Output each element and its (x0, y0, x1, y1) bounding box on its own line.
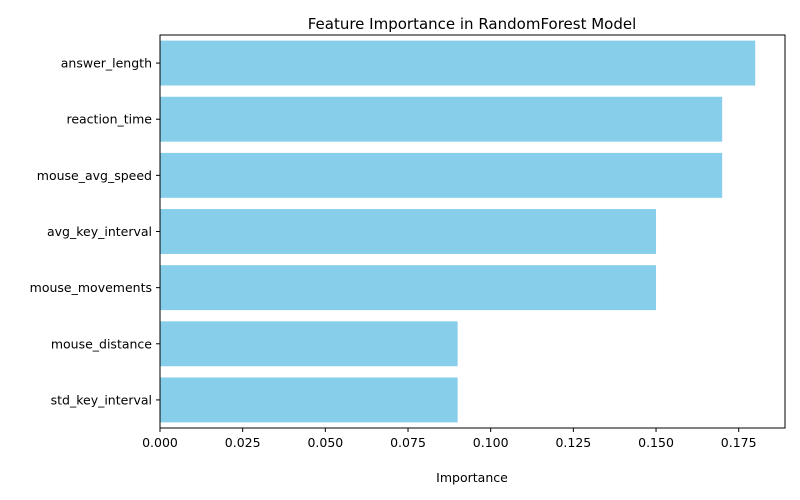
x-tick-label: 0.175 (721, 435, 757, 450)
bar-mouse-movements (160, 265, 657, 311)
y-tick-label-mouse-avg-speed: mouse_avg_speed (37, 168, 152, 183)
x-tick-label: 0.125 (555, 435, 591, 450)
y-tick-label-mouse-distance: mouse_distance (51, 336, 152, 351)
x-axis-ticks: 0.000 0.025 0.050 0.075 0.100 0.125 0.150 0.175 (142, 428, 757, 450)
x-axis-label: Importance (436, 470, 508, 485)
x-tick-label: 0.050 (307, 435, 343, 450)
y-tick-label-mouse-movements: mouse_movements (30, 280, 152, 295)
x-tick-label: 0.150 (638, 435, 674, 450)
chart-title: Feature Importance in RandomForest Model (308, 15, 637, 33)
x-tick-label: 0.100 (473, 435, 509, 450)
bar-answer-length (160, 40, 756, 86)
bars-group (160, 40, 756, 423)
y-tick-label-reaction-time: reaction_time (66, 112, 152, 127)
y-axis-ticks: std_key_interval mouse_distance mouse_move… (30, 56, 160, 407)
x-tick-label: 0.025 (225, 435, 261, 450)
y-tick-label-avg-key-interval: avg_key_interval (47, 224, 152, 239)
bar-std-key-interval (160, 377, 458, 423)
bar-mouse-avg-speed (160, 152, 723, 198)
y-tick-label-answer-length: answer_length (61, 56, 152, 71)
plot-frame (159, 34, 786, 429)
x-tick-label: 0.000 (142, 435, 178, 450)
x-tick-label: 0.075 (390, 435, 426, 450)
y-tick-label-std-key-interval: std_key_interval (51, 392, 152, 407)
bar-avg-key-interval (160, 209, 657, 254)
bar-mouse-distance (160, 321, 458, 367)
bar-reaction-time (160, 96, 723, 142)
